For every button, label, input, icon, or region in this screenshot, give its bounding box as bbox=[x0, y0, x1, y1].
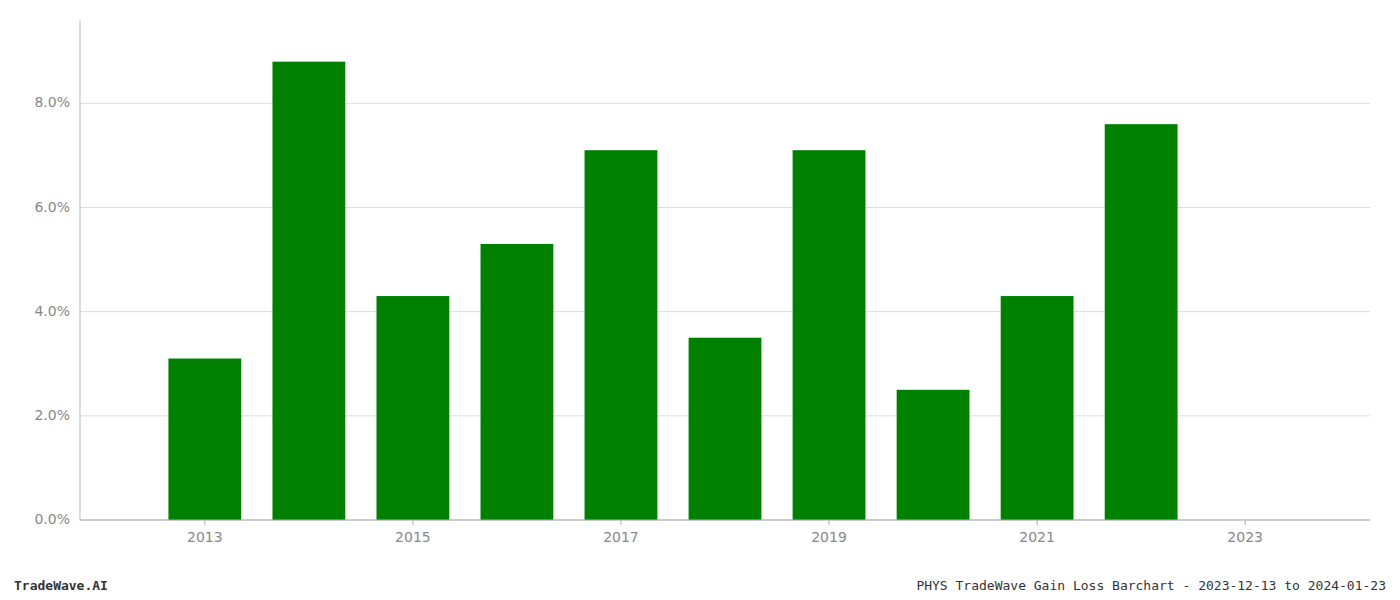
x-tick bbox=[1037, 520, 1038, 525]
y-tick-label: 0.0% bbox=[34, 511, 70, 527]
bar bbox=[272, 62, 345, 520]
y-axis-line bbox=[80, 20, 81, 520]
footer-left: TradeWave.AI bbox=[14, 578, 108, 593]
x-tick-label: 2013 bbox=[187, 529, 223, 545]
x-tick bbox=[829, 520, 830, 525]
x-tick bbox=[412, 520, 413, 525]
grid-line bbox=[80, 520, 1370, 521]
bar bbox=[897, 390, 970, 520]
y-tick-label: 8.0% bbox=[34, 94, 70, 110]
bar bbox=[689, 338, 762, 520]
bar bbox=[1001, 296, 1074, 520]
y-tick-label: 2.0% bbox=[34, 407, 70, 423]
x-tick bbox=[1245, 520, 1246, 525]
x-tick-label: 2021 bbox=[1019, 529, 1055, 545]
y-tick-label: 6.0% bbox=[34, 199, 70, 215]
footer-right: PHYS TradeWave Gain Loss Barchart - 2023… bbox=[916, 578, 1386, 593]
x-tick-label: 2015 bbox=[395, 529, 431, 545]
x-axis-line bbox=[80, 520, 1370, 521]
bar bbox=[376, 296, 449, 520]
chart: 0.0% 2.0% 4.0% 6.0% 8.0% 2013 2015 2017 2019 2021… bbox=[0, 0, 1400, 600]
x-tick-label: 2019 bbox=[811, 529, 847, 545]
x-tick bbox=[620, 520, 621, 525]
bar bbox=[1105, 124, 1178, 520]
bar bbox=[585, 150, 658, 520]
x-tick-label: 2023 bbox=[1227, 529, 1263, 545]
bar bbox=[168, 359, 241, 520]
bar bbox=[793, 150, 866, 520]
bar bbox=[481, 244, 554, 520]
y-tick-label: 4.0% bbox=[34, 303, 70, 319]
x-tick-label: 2017 bbox=[603, 529, 639, 545]
bars bbox=[168, 62, 1177, 520]
x-tick bbox=[204, 520, 205, 525]
